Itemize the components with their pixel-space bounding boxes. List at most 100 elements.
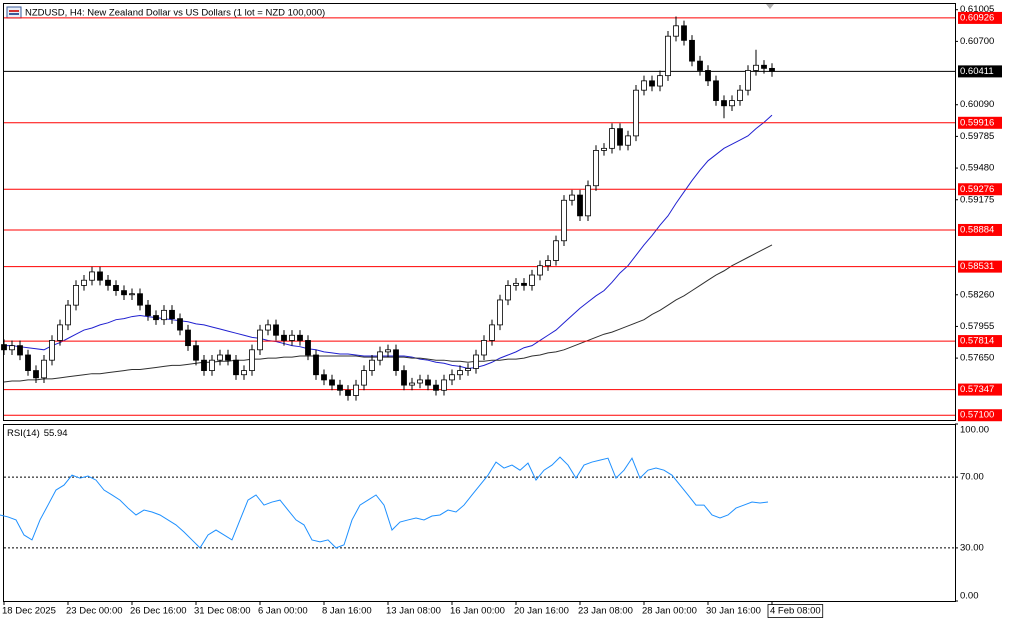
y-tick-label: 0.59480 [960,163,994,174]
y-tick-label: 0.59175 [960,194,994,205]
candle-body [217,354,223,361]
candle-body [593,150,599,187]
y-tick-label: 70.00 [960,472,984,483]
candle-body [657,75,663,87]
candle-body [577,194,583,217]
candle-body [401,370,407,386]
x-tick-label: 28 Jan 00:00 [642,606,697,617]
candle-body [169,309,175,320]
shift-marker [766,4,774,9]
x-tick-label: 30 Jan 16:00 [706,606,761,617]
candle-body [129,293,135,296]
candle-body [729,100,735,107]
candle-body [721,100,727,107]
x-tick-label: 26 Dec 16:00 [130,606,187,617]
candle-body [209,359,215,371]
candle-body [697,60,703,71]
candle-body [65,304,71,326]
rsi-pane [3,424,956,602]
level-label-box [958,409,1002,422]
rsi-current: 55.94 [44,428,68,439]
candle-body [249,349,255,371]
candle-body [585,185,591,217]
level-label: 0.60926 [960,12,994,23]
candle-body [97,271,103,281]
x-tick-label: 4 Feb 08:00 [770,606,821,617]
candle-body [153,315,159,321]
candle-body [177,318,183,331]
x-tick-label: 31 Dec 08:00 [194,606,251,617]
candle-body [305,340,311,356]
level-label: 0.57100 [960,410,994,421]
candle-body [201,359,207,371]
candle-body [473,354,479,369]
candle-body [9,345,15,351]
candle-body [25,354,31,371]
candle-body [345,389,351,396]
candle-body [369,359,375,371]
candle-body [521,282,527,286]
candle-body [665,35,671,77]
candle-body [425,379,431,386]
candle-body [761,64,767,69]
candle-body [329,379,335,386]
rsi-title: RSI(14) 55.94 [7,428,68,439]
candle-body [321,374,327,381]
candle-body [489,324,495,341]
x-tick-label: 23 Jan 08:00 [578,606,633,617]
candle-body [769,67,775,72]
candle-body [113,285,119,292]
candle-body [265,324,271,331]
level-label-box [958,383,1002,396]
x-tick-label: 8 Jan 16:00 [322,606,372,617]
y-tick-label: 0.57650 [960,353,994,364]
candle-body [289,334,295,341]
candle-body [89,271,95,281]
candle-body [337,384,343,391]
candle-body [433,384,439,391]
x-tick-label: 16 Jan 00:00 [450,606,505,617]
candle-body [121,290,127,296]
x-label-frame [767,604,824,618]
level-label: 0.59276 [960,184,994,195]
candle-body [233,359,239,376]
candle-body [481,340,487,356]
y-tick-label: 0.59785 [960,131,994,142]
y-tick-label: 0.61005 [960,4,994,15]
candle-body [513,282,519,286]
x-tick-label: 23 Dec 00:00 [66,606,123,617]
candle-body [649,80,655,87]
candle-body [225,354,231,361]
candle-body [561,199,567,242]
candle-body [713,80,719,101]
y-tick-label: 0.00 [960,591,979,602]
candle-body [137,293,143,306]
candle-body [281,334,287,341]
level-label-box [958,223,1002,236]
level-label-box [958,260,1002,273]
candle-body [81,279,87,286]
candle-body [1,344,7,351]
level-label-box [958,11,1002,24]
candle-body [625,135,631,146]
candle-body [689,39,695,62]
icon-bar [9,10,19,12]
candle-body [633,89,639,137]
x-tick-label: 6 Jan 00:00 [258,606,308,617]
x-tick-label: 18 Dec 2025 [2,606,56,617]
y-tick-label: 0.57955 [960,321,994,332]
candle-body [361,370,367,386]
candle-body [73,285,79,306]
candle-body [617,128,623,146]
candle-body [641,80,647,91]
candle-body [745,70,751,91]
candle-body [185,329,191,347]
candle-body [393,349,399,371]
current-price-box [958,65,1002,78]
level-label: 0.58531 [960,261,994,272]
candle-body [161,309,167,321]
candle-body [457,370,463,376]
